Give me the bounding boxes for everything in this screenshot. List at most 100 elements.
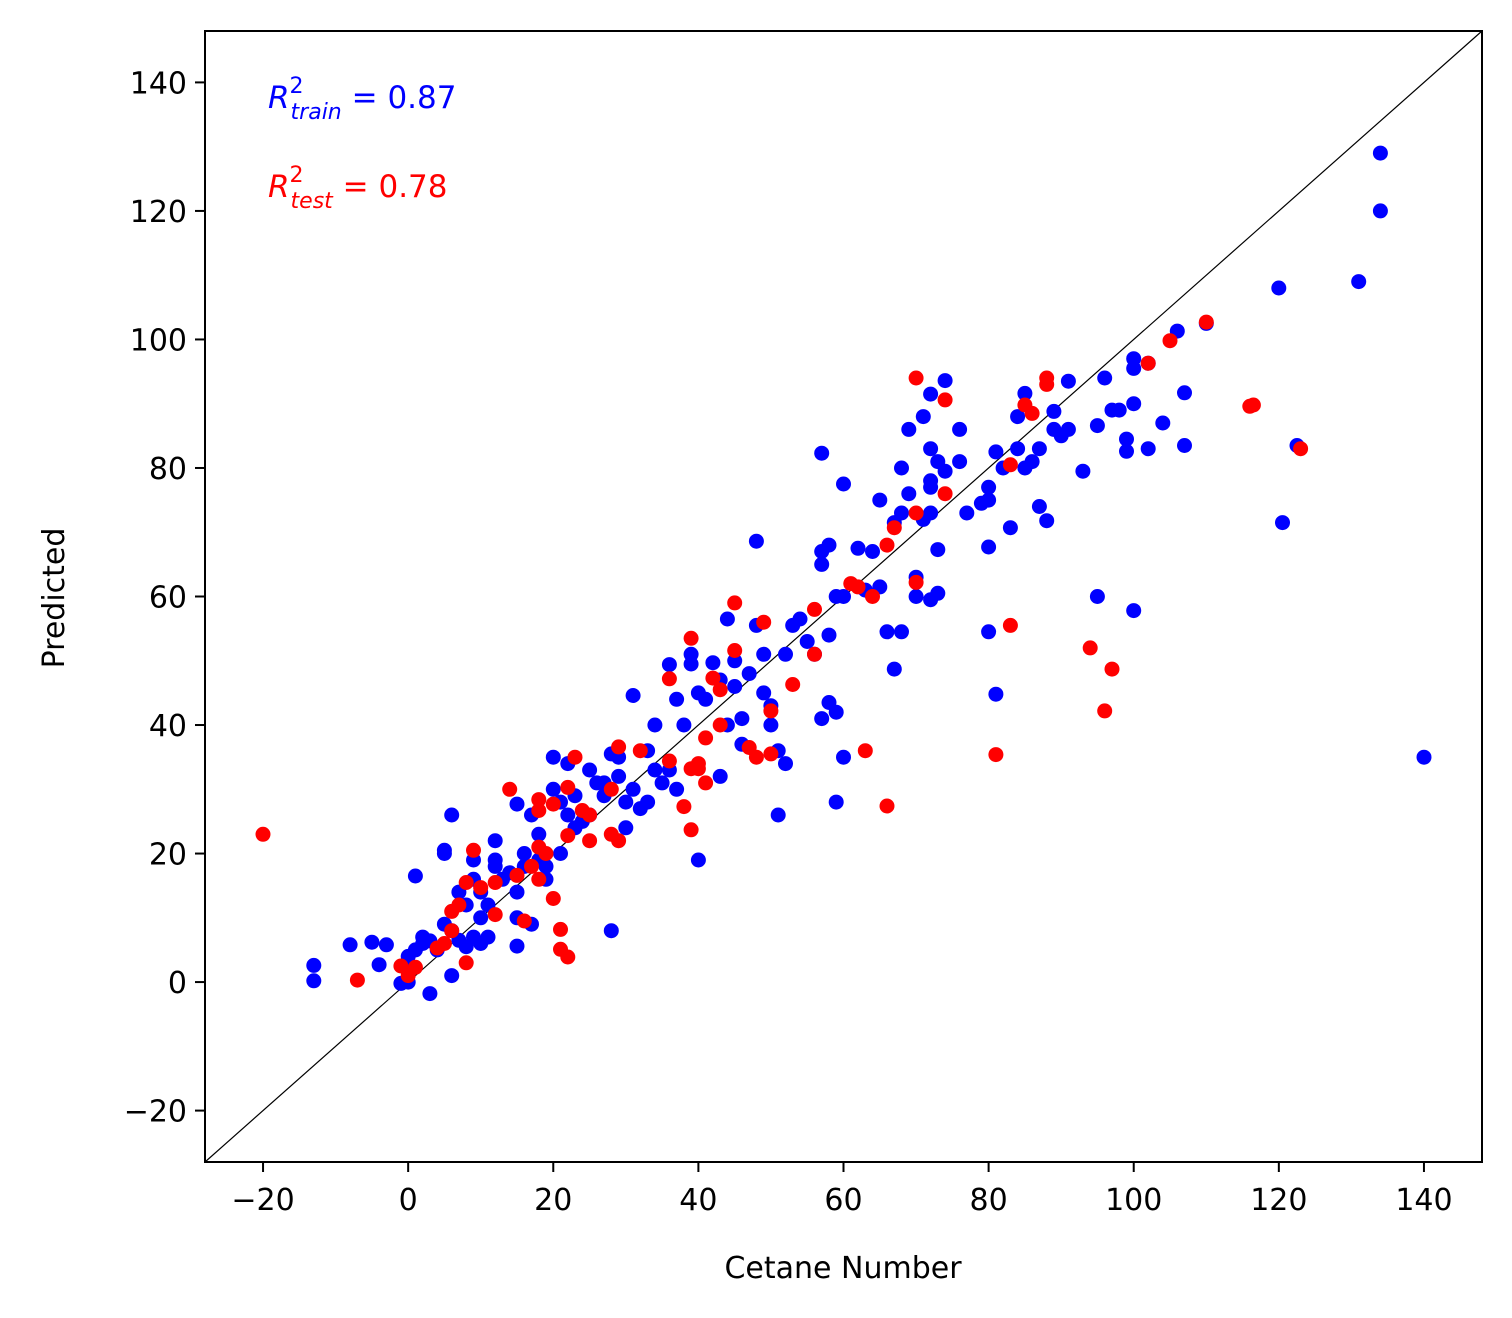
train-point: [821, 537, 837, 553]
train-point: [625, 781, 641, 797]
train-point: [611, 749, 627, 765]
train-point: [799, 634, 815, 649]
test-point: [531, 792, 547, 808]
x-tick-label: 20: [534, 1183, 572, 1218]
test-point: [560, 779, 576, 795]
test-point: [487, 907, 503, 923]
test-point: [1039, 376, 1055, 392]
train-point: [436, 842, 452, 858]
train-point: [981, 539, 997, 555]
train-point: [821, 627, 837, 643]
test-point: [458, 875, 474, 890]
x-tick-label: 80: [970, 1183, 1008, 1218]
train-point: [1126, 351, 1142, 367]
test-point: [1162, 333, 1178, 349]
test-point: [908, 505, 924, 521]
y-tick-label: 100: [130, 323, 187, 358]
r2-test-superscript: 2: [290, 163, 304, 188]
train-point: [923, 505, 939, 521]
train-point: [640, 794, 656, 810]
test-point: [712, 717, 728, 733]
test-point: [444, 923, 460, 939]
test-point: [545, 796, 561, 812]
train-point: [1002, 520, 1018, 536]
train-point: [741, 666, 757, 682]
train-point: [611, 768, 627, 784]
test-point: [727, 643, 743, 658]
test-point: [582, 833, 598, 849]
train-point: [923, 479, 939, 495]
train-point: [545, 749, 561, 765]
r2-test-symbol: R: [268, 169, 290, 205]
test-point: [436, 936, 452, 951]
train-point: [669, 691, 685, 707]
train-point: [1017, 385, 1033, 401]
test-point: [458, 955, 474, 971]
train-point: [748, 533, 764, 549]
y-tick-label: 40: [149, 709, 187, 744]
train-point: [894, 505, 909, 521]
train-point: [1140, 441, 1156, 457]
test-point: [937, 392, 953, 408]
train-point: [886, 661, 902, 677]
train-point: [1060, 373, 1076, 389]
train-point: [915, 409, 931, 425]
test-point: [857, 743, 873, 759]
train-point: [487, 833, 503, 849]
y-axis-ticks: −20 0 20 40 60 80 100 120 140: [124, 66, 205, 1130]
train-point: [959, 505, 975, 521]
train-point: [1416, 749, 1432, 765]
x-tick-label: 120: [1250, 1183, 1307, 1218]
train-point: [908, 589, 924, 604]
train-point: [669, 781, 685, 797]
train-point: [509, 938, 525, 954]
train-point: [625, 688, 641, 703]
train-points: [306, 145, 1432, 1002]
test-point: [886, 520, 902, 536]
x-axis-label: Cetane Number: [724, 1251, 962, 1286]
points-layer: [255, 145, 1432, 1002]
train-point: [509, 796, 525, 812]
plot-area: [204, 30, 1483, 1163]
test-point: [683, 822, 699, 838]
x-tick-label: 140: [1395, 1183, 1452, 1218]
train-point: [654, 775, 670, 791]
test-point: [908, 574, 924, 590]
train-point: [516, 846, 532, 861]
train-point: [690, 852, 706, 868]
test-point: [850, 579, 866, 595]
test-point: [1082, 640, 1098, 656]
y-axis-label: Predicted: [37, 528, 72, 669]
test-point: [611, 739, 627, 755]
test-point: [466, 842, 481, 858]
train-point: [582, 762, 598, 778]
train-point: [444, 807, 460, 823]
train-point: [487, 852, 503, 868]
test-point: [502, 781, 518, 797]
train-point: [1126, 603, 1142, 619]
test-point: [582, 807, 598, 823]
train-point: [981, 624, 997, 640]
test-point: [560, 828, 576, 844]
test-point: [567, 749, 583, 765]
r2-test-annotation: R2 test = 0.78: [268, 163, 448, 214]
train-point: [988, 444, 1004, 460]
train-point: [981, 479, 997, 495]
train-point: [647, 762, 663, 778]
test-point: [451, 897, 467, 913]
r2-train-subscript: train: [291, 100, 342, 125]
test-point: [661, 753, 677, 769]
train-point: [364, 934, 380, 950]
train-point: [545, 781, 561, 797]
test-point: [698, 730, 714, 746]
train-point: [894, 624, 909, 640]
train-point: [937, 463, 953, 479]
train-point: [306, 973, 322, 989]
test-point: [603, 781, 619, 797]
test-point: [524, 858, 539, 874]
r2-test-value: = 0.78: [333, 169, 448, 205]
test-point: [255, 826, 271, 842]
test-point: [538, 846, 554, 861]
test-point: [509, 867, 525, 883]
